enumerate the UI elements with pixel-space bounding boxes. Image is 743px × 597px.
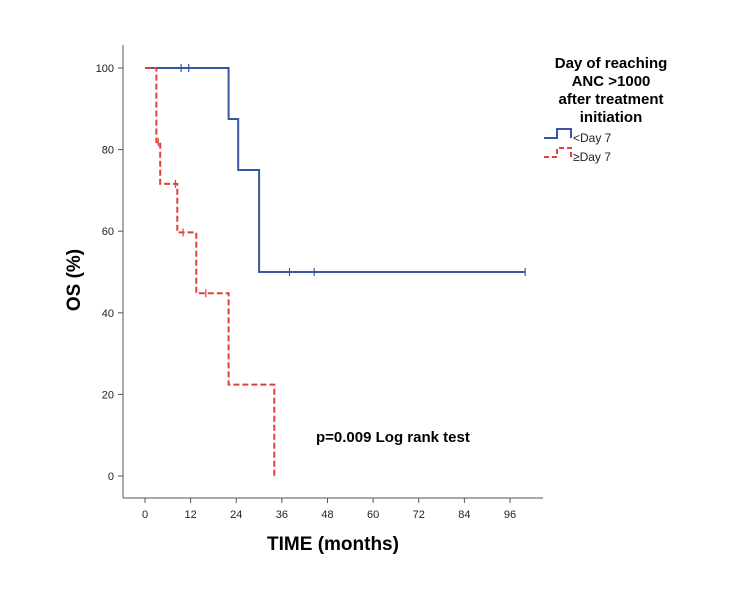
legend-label-at-or-above-day-7: ≥Day 7 (573, 150, 611, 164)
log-rank-annotation: p=0.009 Log rank test (316, 429, 470, 446)
legend: Day of reaching ANC >1000 after treatmen… (544, 55, 667, 164)
x-tick-label: 96 (504, 509, 516, 521)
legend-title-line-1: Day of reaching (555, 55, 668, 72)
plot-area (145, 64, 526, 476)
axes: 0 20 40 60 80 100 0 12 24 36 48 60 72 84 96 (96, 45, 543, 521)
x-tick-label: 60 (367, 509, 379, 521)
x-tick-label: 84 (458, 509, 470, 521)
x-tick-label: 24 (230, 509, 242, 521)
survival-curve-below-day-7 (145, 67, 526, 273)
legend-label-below-day-7: <Day 7 (573, 131, 612, 145)
legend-items: <Day 7 ≥Day 7 (544, 128, 612, 164)
y-tick-label: 80 (102, 145, 114, 157)
x-tick-label: 12 (185, 509, 197, 521)
y-axis-title: OS (%) (64, 249, 85, 311)
y-tick-label: 0 (108, 471, 114, 483)
y-tick-label: 40 (102, 308, 114, 320)
x-tick-label: 36 (276, 509, 288, 521)
y-tick-label: 60 (102, 226, 114, 238)
x-tick-label: 72 (413, 509, 425, 521)
legend-title-line-2: ANC >1000 (572, 73, 651, 90)
x-tick-label: 48 (321, 509, 333, 521)
x-axis-title: TIME (months) (267, 534, 399, 555)
y-tick-label: 20 (102, 389, 114, 401)
x-tick-label: 0 (142, 509, 148, 521)
legend-title-line-4: initiation (580, 109, 643, 126)
legend-swatch-below-day-7 (544, 128, 572, 139)
y-tick-label: 100 (96, 63, 114, 75)
survival-curve-at-or-above-day-7 (145, 67, 276, 476)
legend-swatch-at-or-above-day-7 (544, 147, 572, 158)
legend-title-line-3: after treatment (558, 91, 663, 108)
